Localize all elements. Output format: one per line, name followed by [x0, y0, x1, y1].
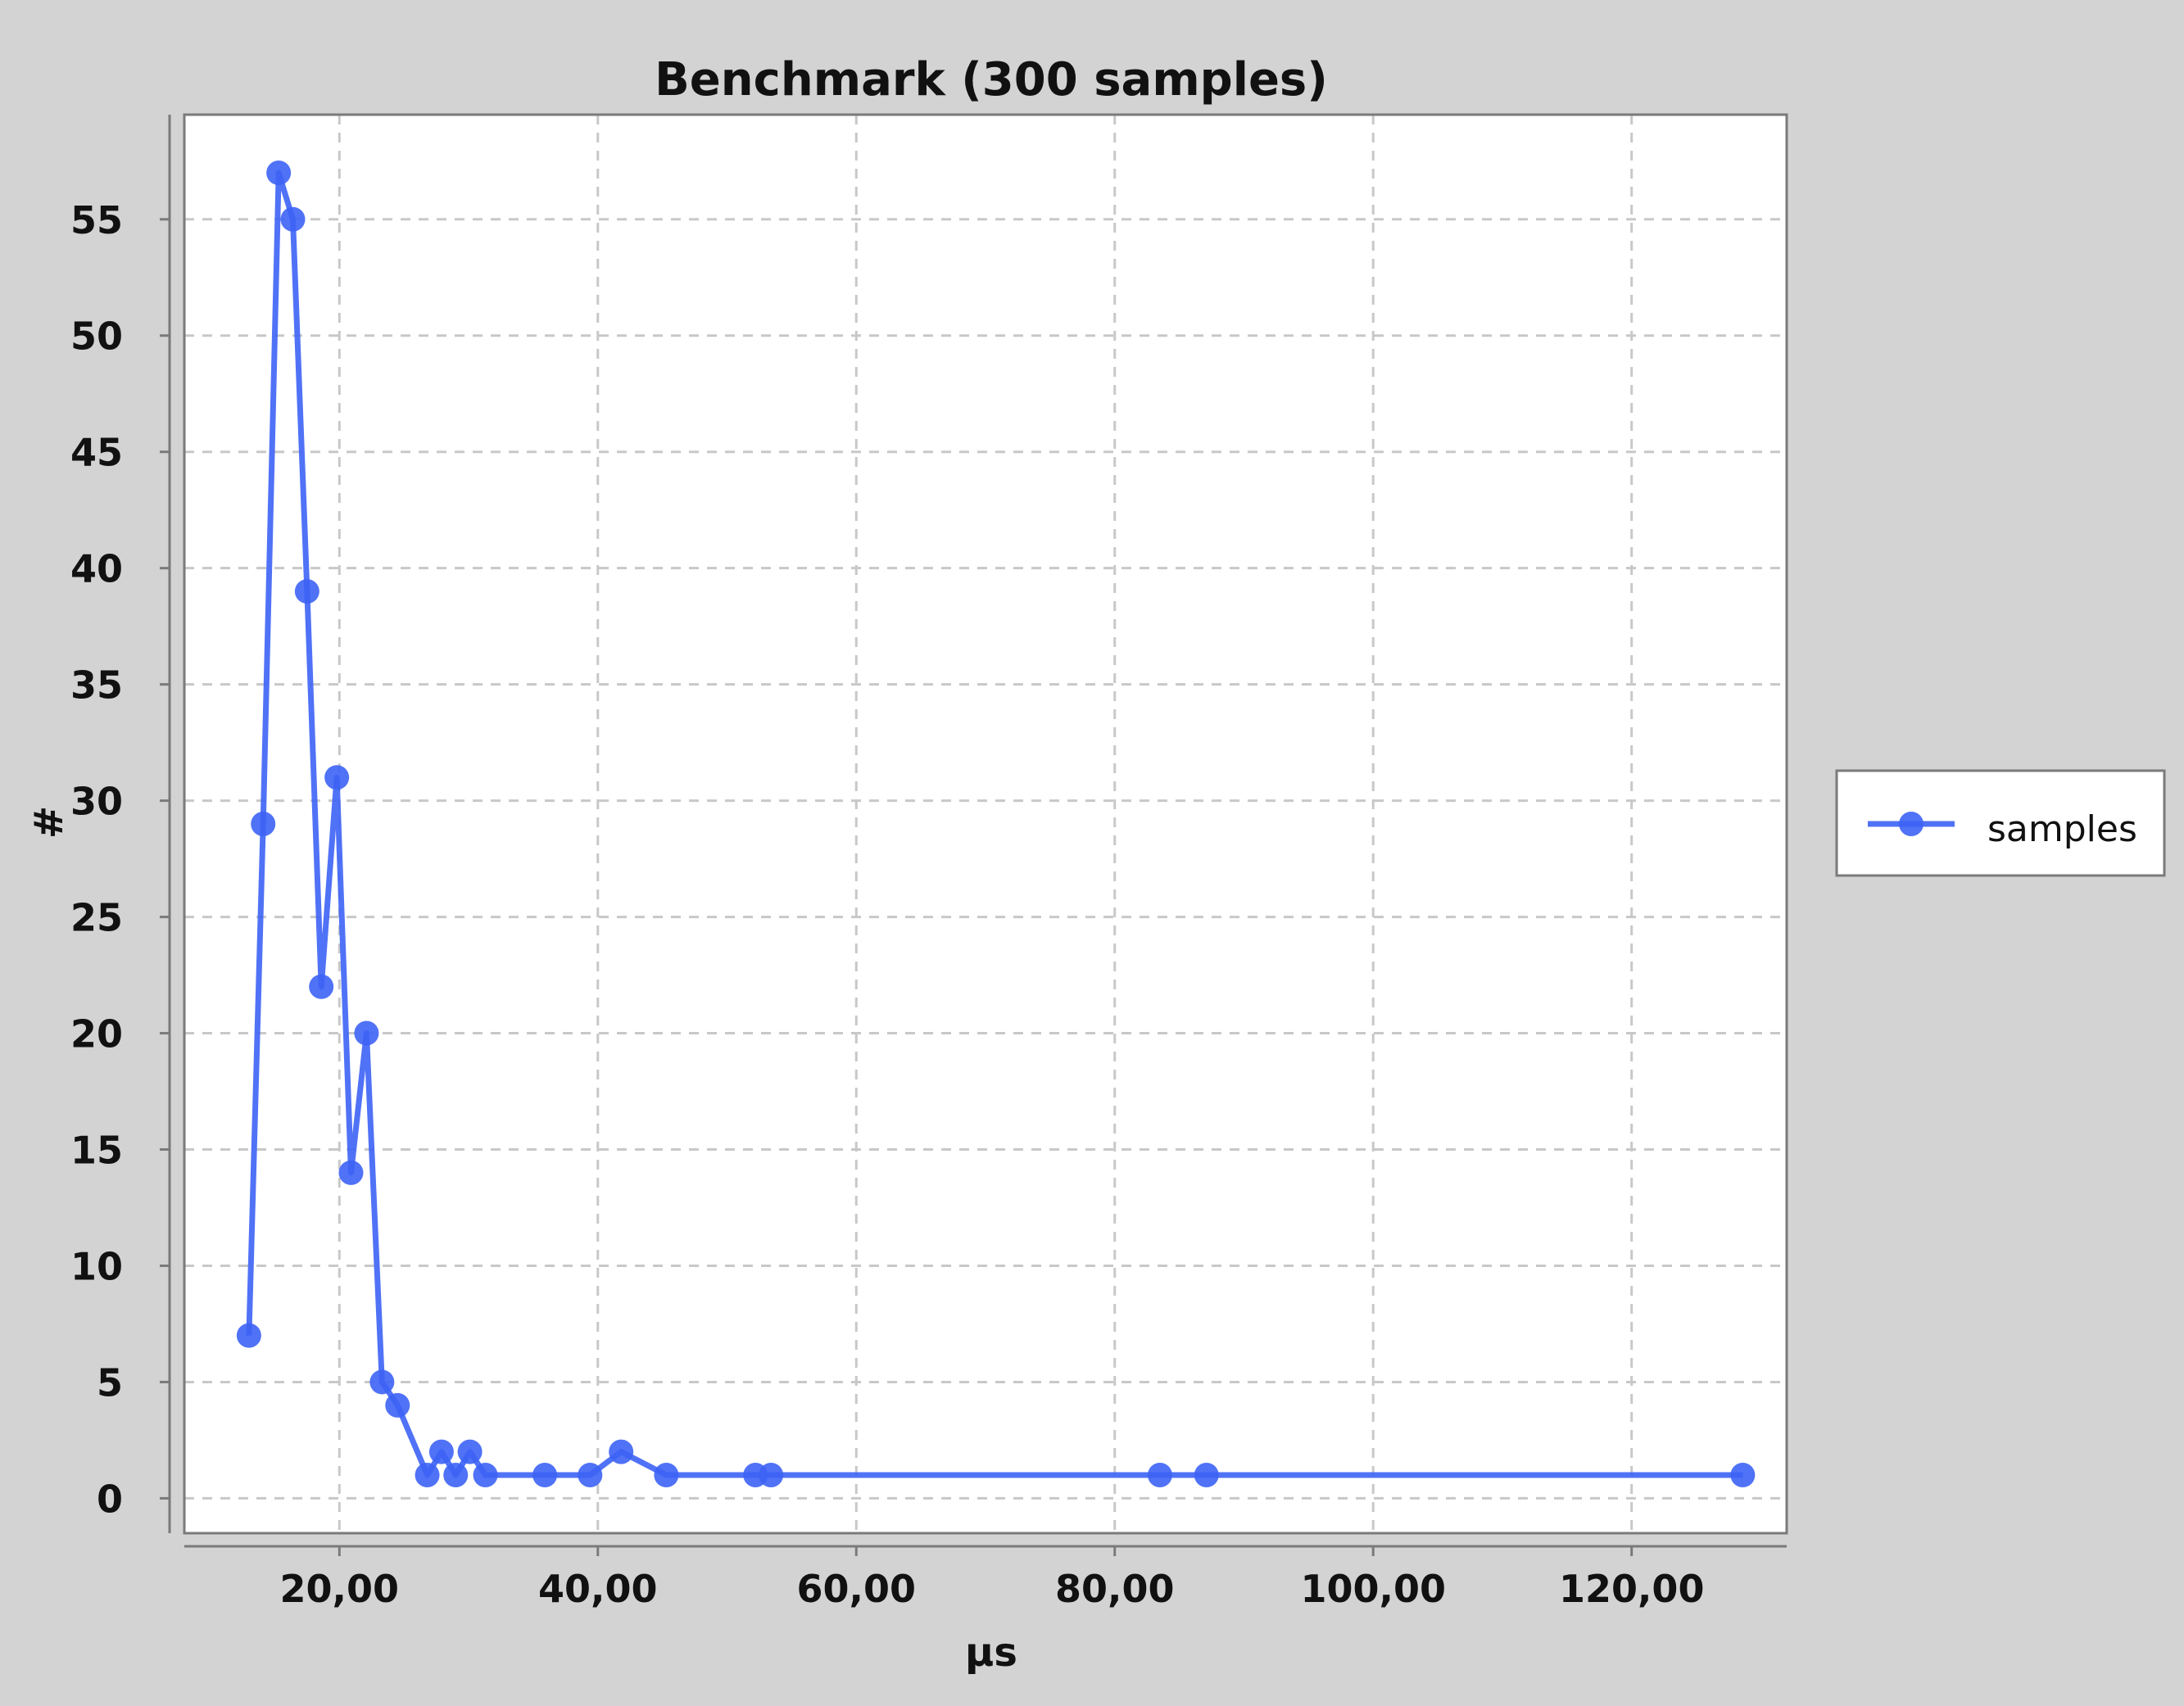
data-point: [428, 1439, 454, 1464]
y-tick-label: 25: [70, 896, 123, 940]
data-point: [1730, 1463, 1756, 1488]
legend-marker-samples: [1899, 812, 1923, 836]
y-tick-label: 15: [70, 1129, 123, 1173]
data-point: [654, 1463, 679, 1488]
legend: samples: [1835, 769, 2166, 877]
y-tick-label: 50: [70, 315, 123, 359]
data-point: [1147, 1463, 1172, 1488]
y-axis-title: #: [26, 806, 72, 839]
data-point: [354, 1020, 379, 1046]
data-point: [578, 1463, 603, 1488]
y-tick-label: 5: [97, 1360, 123, 1405]
plot-area: [184, 115, 1787, 1533]
ticks: 20,00 40,00 60,00 80,00 100,00 120,00 0 5 10 15 20…: [70, 198, 1704, 1611]
y-tick-label: 45: [70, 431, 123, 475]
data-point: [457, 1439, 483, 1464]
data-point: [473, 1463, 498, 1488]
x-tick-label: 20,00: [280, 1567, 400, 1611]
x-tick-label: 120,00: [1559, 1567, 1705, 1611]
data-point: [251, 812, 276, 836]
grid: [184, 115, 1787, 1533]
y-tick-label: 30: [70, 780, 123, 824]
y-tick-label: 20: [70, 1012, 123, 1057]
data-point: [294, 579, 319, 604]
y-tick-label: 55: [70, 198, 123, 242]
data-point: [280, 206, 306, 232]
plot-border: [183, 113, 1788, 1535]
data-point: [609, 1439, 634, 1464]
x-axis-title: µs: [965, 1630, 1017, 1676]
chart-title: Benchmark (300 samples): [655, 53, 1328, 106]
data-point: [443, 1463, 469, 1488]
legend-label-samples: samples: [1987, 808, 2137, 850]
y-tick-label: 40: [70, 547, 123, 591]
series: [236, 160, 1756, 1488]
data-point: [369, 1369, 395, 1395]
x-tick-label: 80,00: [1055, 1567, 1175, 1611]
data-point: [324, 765, 350, 790]
y-tick-label: 10: [70, 1244, 123, 1288]
data-point: [266, 160, 292, 185]
data-point: [532, 1463, 558, 1488]
data-point: [415, 1463, 440, 1488]
y-tick-label: 35: [70, 663, 123, 708]
data-point: [759, 1463, 784, 1488]
data-point: [1194, 1463, 1219, 1488]
data-point: [309, 974, 334, 999]
y-tick-label: 0: [97, 1477, 123, 1521]
data-point: [236, 1323, 261, 1348]
x-tick-label: 100,00: [1300, 1567, 1446, 1611]
data-point: [338, 1160, 364, 1185]
data-point: [385, 1392, 410, 1418]
x-tick-label: 60,00: [797, 1567, 917, 1611]
x-tick-label: 40,00: [538, 1567, 658, 1611]
